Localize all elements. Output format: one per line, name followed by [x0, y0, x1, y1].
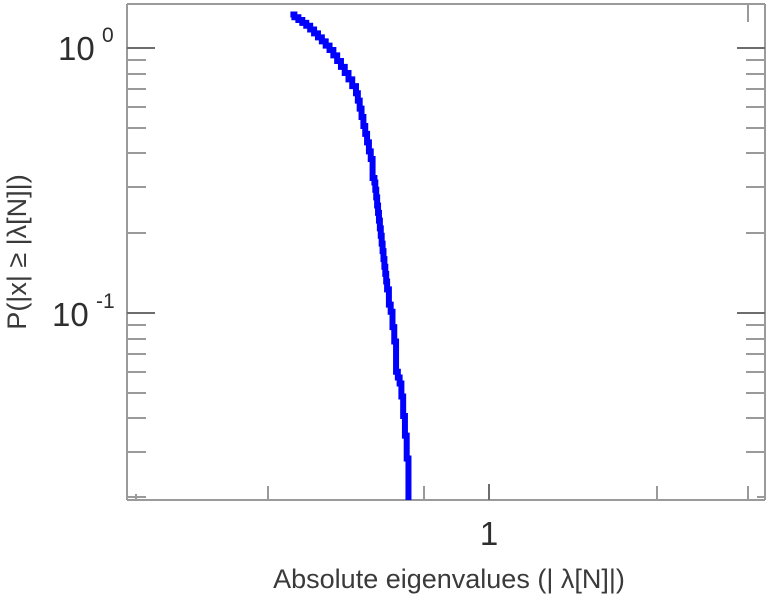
y-tick-label-1e0-exponent: 0: [102, 24, 114, 47]
x-axis-label: Absolute eigenvalues (| λ[N]|): [273, 564, 625, 594]
ccdf-step-line: [290, 11, 412, 500]
y-tick-label-1e-1-mantissa: 10: [52, 296, 89, 333]
data-series-group: [290, 11, 412, 500]
y-axis-ticks-right: [737, 46, 765, 453]
plot-area-background: [127, 4, 765, 500]
y-tick-label-1e0-mantissa: 10: [58, 30, 95, 67]
y-tick-label-1e-1-exponent: -1: [96, 290, 115, 313]
x-tick-label-1: 1: [480, 515, 498, 552]
y-tick-label-1e-1: 10 -1: [52, 290, 115, 333]
y-tick-label-1e0: 10 0: [58, 24, 114, 67]
y-axis-ticks-left: [127, 46, 155, 498]
x-axis-ticks-bottom: [135, 484, 765, 500]
y-axis-label: P(|x| ≥ |λ[N]|): [2, 174, 32, 329]
